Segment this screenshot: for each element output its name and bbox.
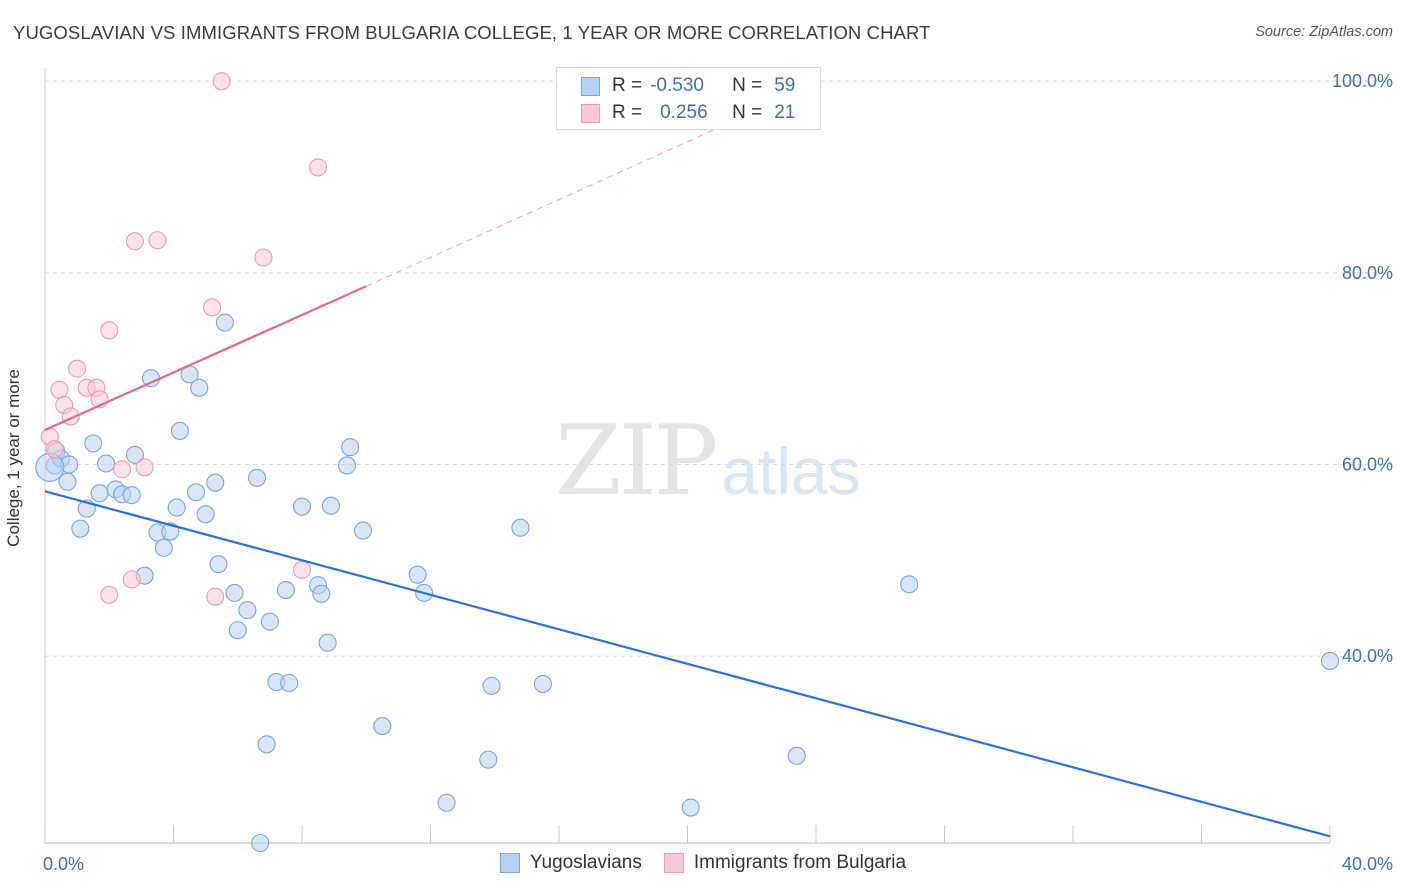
- y-tick-label: 40.0%: [1342, 646, 1393, 666]
- yugoslavian-point: [35, 452, 65, 482]
- yugoslavian-point: [1320, 651, 1340, 670]
- yugoslavian-point: [206, 473, 225, 492]
- bulgaria-point: [122, 570, 141, 589]
- yugoslavian-point: [533, 674, 552, 693]
- yugoslavian-point: [71, 519, 90, 538]
- legend-swatch-blue: [499, 853, 520, 873]
- yugoslavian-point: [787, 746, 806, 765]
- yugoslavian-point: [312, 584, 331, 603]
- bulgaria-point: [113, 460, 132, 479]
- bulgaria-point: [206, 587, 225, 606]
- legend-swatch-blue: [581, 76, 600, 96]
- legend-swatch-pink: [663, 853, 684, 873]
- bulgaria-point: [135, 458, 154, 477]
- legend-n-label: N =: [732, 102, 763, 123]
- legend-r-label: R =: [612, 102, 643, 123]
- bulgaria-point: [125, 232, 144, 251]
- yugoslavian-point: [238, 601, 257, 620]
- yugoslavian-point: [247, 468, 267, 487]
- yugoslavian-point: [482, 676, 501, 695]
- yugoslavian-point: [276, 580, 295, 600]
- yugoslavian-point: [373, 717, 392, 736]
- yugoslavian-point: [161, 522, 180, 541]
- legend-row-yugoslavians: R = -0.530 N = 59: [581, 74, 795, 98]
- bulgaria-point: [45, 440, 64, 459]
- legend-label-bulgaria: Immigrants from Bulgaria: [693, 852, 907, 873]
- yugoslavian-point: [215, 313, 234, 332]
- yugoslavian-point: [96, 454, 116, 473]
- y-axis-label: College, 1 year or more: [4, 369, 23, 547]
- source-credit: Source: ZipAtlas.com: [1255, 24, 1393, 40]
- bulgaria-point: [309, 158, 328, 177]
- yugoslavian-point: [280, 673, 299, 693]
- yugoslavian-point: [437, 793, 456, 812]
- yugoslavian-point: [511, 518, 530, 537]
- legend-item-bulgaria: Immigrants from Bulgaria: [663, 852, 907, 874]
- yugoslavian-point: [228, 621, 247, 640]
- yugoslavian-point: [190, 378, 209, 397]
- bulgaria-point: [292, 560, 312, 579]
- yugoslavian-point: [90, 484, 109, 503]
- bulgaria-point: [148, 231, 167, 250]
- chart-title: YUGOSLAVIAN VS IMMIGRANTS FROM BULGARIA …: [13, 22, 931, 43]
- legend-label-yugoslavians: Yugoslavians: [529, 852, 642, 873]
- yugoslavian-point: [260, 612, 279, 631]
- legend-n-label: N =: [732, 75, 763, 96]
- yugoslavian-point: [209, 555, 228, 574]
- y-tick-label: 60.0%: [1342, 454, 1393, 474]
- yugoslavian-trendline: [44, 490, 1331, 838]
- yugoslavian-point: [186, 483, 206, 502]
- yugoslavian-point: [84, 434, 103, 453]
- bulgaria-point: [212, 72, 231, 91]
- yugoslavian-point: [900, 575, 919, 594]
- legend-r-value: -0.530: [650, 75, 704, 96]
- legend-row-bulgaria: R = 0.256 N = 21: [581, 101, 795, 125]
- yugoslavian-point: [353, 521, 373, 540]
- y-tick-label: 100.0%: [1332, 71, 1393, 91]
- yugoslavian-point: [170, 421, 189, 440]
- yugoslavian-point: [196, 505, 215, 524]
- yugoslavian-point: [408, 565, 427, 584]
- yugoslavian-point: [125, 445, 144, 464]
- bulgaria-point: [50, 380, 69, 399]
- yugoslavian-point: [122, 486, 141, 505]
- y-tick-label: 80.0%: [1342, 263, 1393, 283]
- yugoslavian-point: [681, 798, 700, 817]
- x-tick-label: 0.0%: [43, 854, 84, 874]
- legend-swatch-pink: [581, 103, 600, 123]
- yugoslavian-point: [292, 497, 312, 516]
- series-legend: Yugoslavians Immigrants from Bulgaria: [0, 852, 1406, 874]
- yugoslavian-point: [251, 833, 270, 853]
- bulgaria-point: [100, 585, 119, 604]
- bulgaria-point: [68, 359, 87, 378]
- legend-n-value: 59: [774, 75, 796, 96]
- bulgaria-point: [203, 298, 222, 317]
- yugoslavian-point: [257, 735, 276, 754]
- bulgaria-point: [254, 248, 273, 267]
- yugoslavian-point: [225, 583, 244, 602]
- x-tick-label: 40.0%: [1342, 854, 1393, 874]
- legend-n-value: 21: [774, 102, 796, 123]
- yugoslavian-point: [154, 538, 173, 557]
- yugoslavian-point: [337, 456, 357, 475]
- stats-legend: R = -0.530 N = 59 R = 0.256 N = 21: [556, 67, 821, 130]
- legend-r-value: 0.256: [660, 102, 708, 123]
- yugoslavian-point: [341, 438, 360, 457]
- legend-r-label: R =: [612, 75, 643, 96]
- yugoslavian-point: [167, 498, 186, 517]
- yugoslavian-point: [321, 496, 340, 515]
- yugoslavian-point: [479, 750, 498, 769]
- yugoslavian-point: [318, 633, 337, 652]
- bulgaria-trendline: [44, 285, 367, 431]
- legend-item-yugoslavians: Yugoslavians: [499, 852, 642, 874]
- bulgaria-point: [100, 321, 119, 340]
